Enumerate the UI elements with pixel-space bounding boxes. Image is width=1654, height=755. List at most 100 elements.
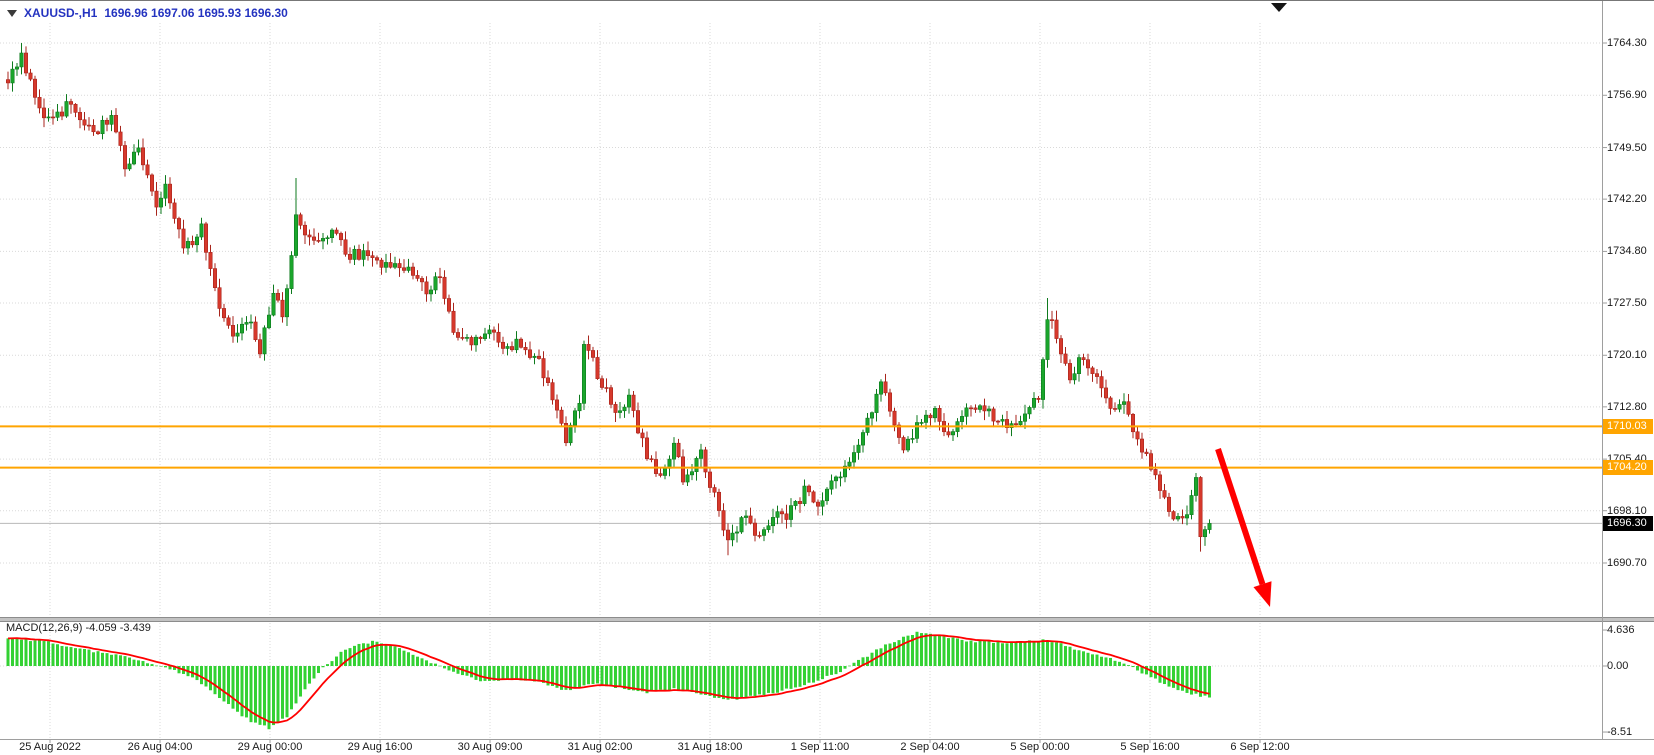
indicator-label: MACD(12,26,9) -4.059 -3.439 — [6, 622, 151, 634]
candle — [1108, 396, 1113, 415]
candle — [199, 217, 204, 240]
candle — [217, 278, 222, 317]
macd-axis-label: -8.51 — [1607, 726, 1633, 739]
candle — [442, 270, 447, 305]
candle — [401, 259, 406, 274]
time-axis-label: 6 Sep 12:00 — [1230, 741, 1290, 753]
candle — [374, 255, 379, 265]
candle — [928, 413, 933, 426]
candle — [1113, 402, 1118, 412]
candle — [950, 428, 955, 441]
candle — [703, 446, 708, 479]
candle — [1095, 369, 1100, 384]
candle — [644, 431, 649, 461]
candle — [320, 232, 325, 250]
candle — [1072, 366, 1077, 385]
candle — [1099, 370, 1104, 398]
arrow-annotation[interactable] — [1215, 448, 1272, 607]
candle — [590, 346, 595, 362]
candle — [365, 241, 370, 261]
candle — [356, 244, 361, 261]
candle — [1198, 476, 1203, 552]
candle — [581, 340, 586, 410]
candle — [563, 416, 568, 447]
candle — [50, 109, 55, 125]
candle — [478, 335, 483, 344]
candle — [946, 422, 951, 438]
candle — [338, 231, 343, 246]
candle — [725, 523, 730, 556]
candle — [541, 351, 546, 387]
candle — [1122, 393, 1127, 414]
time-axis-label: 2 Sep 04:00 — [900, 741, 960, 753]
chart-shift-marker-icon[interactable] — [1271, 3, 1287, 12]
price-axis-label: 1764.30 — [1607, 37, 1647, 49]
candle — [577, 394, 582, 419]
candle — [689, 463, 694, 481]
candle — [32, 75, 37, 105]
candle — [186, 237, 191, 255]
candle — [635, 402, 640, 435]
candle — [1081, 353, 1086, 366]
candle — [811, 490, 816, 504]
candle — [536, 349, 541, 360]
candle — [721, 503, 726, 537]
candle — [123, 140, 128, 177]
candle — [388, 253, 393, 269]
candle — [64, 94, 69, 118]
candle — [802, 479, 807, 507]
candle — [613, 401, 618, 423]
horizontal-line-objects[interactable] — [0, 425, 1602, 469]
candle — [982, 398, 987, 421]
candle — [383, 253, 388, 273]
candle — [150, 173, 155, 197]
candle — [793, 500, 798, 510]
bid-price-tag: 1696.30 — [1603, 515, 1653, 531]
candle — [1050, 310, 1055, 329]
candle — [1090, 366, 1095, 382]
price-axis-label: 1712.80 — [1607, 400, 1647, 413]
candle — [514, 331, 519, 354]
macd-signal-line — [7, 634, 1210, 724]
candle — [572, 407, 577, 433]
candle — [865, 412, 870, 436]
candle — [743, 510, 748, 526]
candle — [878, 379, 883, 402]
candle — [352, 245, 357, 265]
price-axis-label: 1698.10 — [1607, 504, 1647, 517]
candle — [595, 350, 600, 380]
candle — [87, 117, 92, 131]
candle — [455, 328, 460, 341]
candle — [707, 467, 712, 493]
candle — [433, 272, 438, 294]
candle — [599, 375, 604, 390]
candle — [766, 519, 771, 533]
candle — [428, 285, 433, 302]
candle — [109, 110, 114, 132]
candle — [6, 71, 11, 90]
candle — [213, 263, 218, 292]
candle — [1104, 379, 1109, 404]
candle — [1153, 463, 1158, 480]
candle — [518, 337, 523, 349]
candle — [334, 227, 339, 236]
candle — [523, 342, 528, 355]
candle — [460, 327, 465, 341]
candle — [995, 419, 1000, 425]
candle — [159, 191, 164, 214]
candle — [1018, 415, 1023, 426]
candle — [608, 384, 613, 409]
candle — [667, 455, 672, 477]
candle — [208, 244, 213, 276]
symbol-dropdown-icon[interactable] — [7, 9, 17, 17]
candle — [446, 294, 451, 314]
time-axis-label: 30 Aug 09:00 — [457, 741, 523, 753]
candle — [154, 181, 159, 216]
candle — [1126, 393, 1131, 417]
candle — [1013, 414, 1018, 428]
candle — [1000, 414, 1005, 428]
candle — [658, 467, 663, 478]
macd-axis-label: 4.636 — [1607, 624, 1635, 637]
